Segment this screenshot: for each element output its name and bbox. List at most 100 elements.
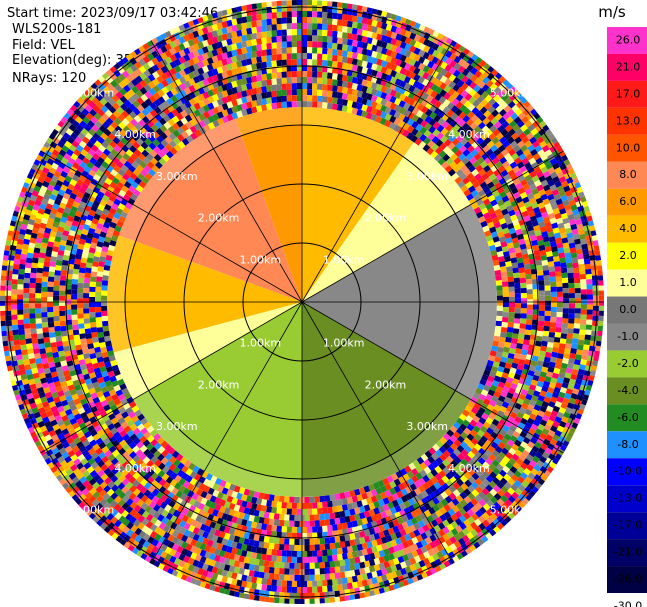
noise-gate bbox=[521, 344, 529, 351]
noise-gate bbox=[93, 112, 102, 121]
noise-gate bbox=[592, 305, 599, 311]
noise-gate bbox=[544, 376, 552, 383]
noise-gate bbox=[533, 166, 542, 174]
noise-gate bbox=[465, 181, 474, 189]
noise-gate bbox=[387, 495, 395, 503]
noise-gate bbox=[486, 404, 495, 412]
noise-gate bbox=[444, 71, 452, 79]
noise-gate bbox=[468, 88, 477, 97]
noise-gate bbox=[376, 46, 383, 54]
noise-gate bbox=[373, 564, 381, 572]
noise-gate bbox=[284, 538, 290, 545]
noise-gate bbox=[121, 144, 130, 153]
noise-gate bbox=[209, 559, 216, 567]
noise-gate bbox=[493, 121, 502, 129]
noise-gate bbox=[394, 91, 402, 99]
noise-gate bbox=[95, 93, 104, 102]
noise-gate bbox=[233, 560, 240, 568]
noise-gate bbox=[17, 233, 25, 240]
noise-gate bbox=[253, 509, 260, 517]
noise-gate bbox=[488, 399, 497, 408]
noise-gate bbox=[586, 314, 593, 320]
noise-gate bbox=[71, 294, 78, 300]
noise-ring bbox=[0, 0, 604, 604]
noise-gate bbox=[93, 213, 101, 221]
noise-gate bbox=[580, 238, 588, 245]
noise-gate bbox=[432, 43, 440, 51]
noise-gate bbox=[441, 482, 450, 491]
noise-gate bbox=[448, 80, 457, 89]
noise-gate bbox=[359, 567, 366, 575]
noise-gate bbox=[20, 253, 28, 260]
noise-gate bbox=[241, 574, 248, 582]
noise-gate bbox=[543, 325, 550, 332]
noise-gate bbox=[331, 30, 338, 38]
noise-gate bbox=[189, 477, 198, 486]
noise-gate bbox=[398, 476, 406, 484]
noise-gate bbox=[480, 91, 489, 100]
noise-gate bbox=[169, 47, 177, 56]
noise-gate bbox=[334, 560, 341, 567]
noise-gate bbox=[544, 315, 551, 322]
noise-gate bbox=[24, 333, 32, 339]
noise-gate bbox=[575, 378, 583, 386]
noise-gate bbox=[366, 68, 373, 76]
noise-gate bbox=[516, 100, 524, 109]
noise-gate bbox=[570, 373, 578, 381]
noise-gate bbox=[79, 161, 88, 169]
noise-gate bbox=[524, 379, 532, 387]
noise-gate bbox=[192, 559, 200, 567]
noise-gate bbox=[144, 498, 153, 506]
noise-gate bbox=[185, 134, 194, 143]
noise-gate bbox=[568, 303, 575, 309]
noise-gate bbox=[361, 35, 368, 43]
noise-gate bbox=[81, 449, 90, 458]
noise-gate bbox=[243, 513, 250, 521]
noise-gate bbox=[560, 194, 568, 202]
noise-gate bbox=[525, 454, 534, 462]
noise-gate bbox=[250, 87, 258, 95]
noise-gate bbox=[171, 115, 180, 124]
noise-gate bbox=[156, 453, 165, 462]
noise-gate bbox=[490, 164, 499, 173]
noise-gate bbox=[60, 380, 68, 388]
noise-gate bbox=[493, 404, 501, 412]
noise-gate bbox=[160, 65, 169, 74]
noise-gate bbox=[74, 449, 83, 458]
noise-gate bbox=[547, 261, 555, 268]
noise-gate bbox=[108, 435, 117, 444]
noise-gate bbox=[558, 252, 566, 259]
noise-gate bbox=[475, 509, 483, 518]
noise-gate bbox=[413, 60, 421, 69]
noise-gate bbox=[452, 489, 461, 498]
noise-gate bbox=[588, 249, 596, 256]
noise-gate bbox=[55, 193, 64, 201]
noise-gate bbox=[118, 80, 127, 89]
noise-gate bbox=[226, 38, 233, 46]
noise-gate bbox=[206, 31, 214, 40]
noise-gate bbox=[149, 463, 158, 472]
noise-gate bbox=[128, 400, 137, 409]
noise-gate bbox=[95, 447, 103, 456]
noise-gate bbox=[554, 266, 562, 273]
noise-gate bbox=[406, 545, 414, 554]
noise-gate bbox=[307, 95, 313, 102]
noise-gate bbox=[366, 578, 373, 586]
noise-gate bbox=[126, 419, 135, 428]
noise-gate bbox=[121, 110, 129, 119]
noise-gate bbox=[286, 101, 293, 108]
noise-gate bbox=[566, 232, 574, 239]
noise-gate bbox=[470, 114, 479, 123]
noise-gate bbox=[226, 495, 234, 503]
noise-gate bbox=[443, 84, 452, 93]
noise-gate bbox=[233, 535, 241, 543]
noise-gate bbox=[366, 572, 373, 580]
noise-gate bbox=[271, 24, 278, 31]
noise-gate bbox=[562, 199, 570, 207]
noise-gate bbox=[38, 343, 46, 350]
noise-gate bbox=[149, 149, 158, 158]
noise-gate bbox=[409, 38, 417, 47]
noise-gate bbox=[73, 263, 81, 270]
noise-gate bbox=[226, 514, 233, 522]
noise-gate bbox=[577, 339, 585, 346]
